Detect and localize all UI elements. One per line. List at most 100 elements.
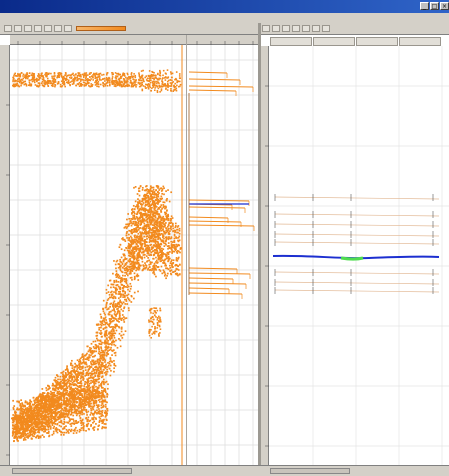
scatter-point	[18, 414, 21, 417]
scatter-point	[63, 400, 66, 403]
scatter-point	[32, 75, 34, 77]
scatter-point	[85, 381, 88, 384]
toolbar-button-zoom-out[interactable]	[14, 25, 22, 32]
scatter-point	[95, 399, 98, 402]
toolbar-button-step[interactable]	[282, 25, 290, 32]
scatter-point	[48, 425, 50, 428]
maximize-button[interactable]: □	[430, 2, 439, 10]
scatter-point	[111, 83, 114, 85]
scatter-point	[114, 85, 117, 88]
scatter-point	[56, 406, 59, 409]
scatter-point	[132, 75, 135, 78]
scatter-point	[93, 395, 96, 398]
scatter-point	[122, 74, 124, 76]
scatter-point	[163, 83, 165, 86]
scatter-point	[72, 78, 74, 81]
scatter-point	[35, 77, 38, 80]
scatter-point	[12, 432, 15, 434]
scatter-point	[68, 399, 71, 402]
toolbar-button-measure[interactable]	[54, 25, 62, 32]
toolbar-button-pointer[interactable]	[24, 25, 32, 32]
scatter-point	[106, 366, 109, 368]
scatter-point	[113, 300, 116, 303]
scatter-point	[118, 321, 120, 323]
scatter-point	[79, 399, 82, 402]
scatter-point	[111, 290, 113, 293]
scatter-point	[44, 410, 47, 412]
scatter-point	[68, 408, 71, 411]
scatter-point	[158, 77, 161, 80]
scatter-point	[117, 263, 120, 266]
scatter-point	[15, 435, 18, 438]
scatter-point	[20, 78, 23, 81]
scatter-point	[65, 374, 67, 377]
toolbar-button-pan[interactable]	[44, 25, 52, 32]
scatter-point	[93, 371, 96, 374]
scatter-point	[142, 265, 145, 267]
scatter-point	[169, 85, 171, 87]
scatter-point	[72, 399, 74, 402]
scatter-point	[137, 266, 140, 269]
scatter-point	[106, 392, 109, 395]
scatter-point	[74, 373, 77, 375]
scatter-point	[14, 428, 17, 431]
scatter-point	[24, 413, 27, 415]
scatter-point	[60, 80, 63, 83]
scatter-point	[139, 76, 142, 78]
toolbar-button-play[interactable]	[262, 25, 270, 32]
toolbar-button-zoom[interactable]	[312, 25, 320, 32]
scatter-point	[73, 81, 75, 84]
scatter-point	[19, 74, 22, 77]
scatter-point	[109, 321, 112, 324]
toolbar-button-loop[interactable]	[292, 25, 300, 32]
toolbar-button-export[interactable]	[322, 25, 330, 32]
scatter-point	[101, 358, 103, 360]
scatter-point	[45, 422, 47, 424]
scatter-point	[75, 375, 78, 378]
toolbar-button-grid[interactable]	[302, 25, 310, 32]
scatter-point	[97, 393, 99, 396]
scatter-point	[40, 428, 43, 430]
scatter-point	[53, 72, 56, 74]
scatter-point	[148, 209, 150, 212]
scatter-point	[21, 79, 24, 81]
toolbar-button-zoom-in[interactable]	[4, 25, 12, 32]
scatter-point	[57, 393, 60, 395]
scatter-point	[128, 76, 131, 79]
scatter-point	[74, 378, 77, 381]
scatter-point	[102, 368, 105, 371]
toolbar-button-select[interactable]	[34, 25, 42, 32]
color-range-bar[interactable]	[76, 26, 126, 31]
toolbar-button-marker[interactable]	[64, 25, 72, 32]
scatter-point	[64, 388, 67, 390]
scatter-point	[100, 315, 103, 318]
scatter-point	[63, 82, 66, 85]
right-toolbar	[260, 23, 449, 35]
toolbar-button-stop[interactable]	[272, 25, 280, 32]
scatter-point	[156, 82, 158, 85]
scatter-point	[80, 362, 83, 365]
close-button[interactable]: ×	[440, 2, 449, 10]
scatter-point	[103, 389, 105, 392]
scatter-point	[87, 393, 90, 396]
scatter-point	[119, 265, 121, 268]
scatter-point	[65, 81, 68, 84]
scatter-point	[89, 376, 92, 379]
scatter-point	[130, 285, 133, 288]
scatter-plot-panel[interactable]	[10, 45, 186, 465]
scatter-point	[77, 421, 80, 423]
scatter-point	[40, 395, 42, 397]
scatter-point	[16, 423, 19, 426]
scatter-point	[142, 218, 145, 221]
scatter-point	[111, 293, 114, 296]
scatter-point	[26, 423, 29, 425]
scatter-point	[65, 407, 68, 410]
scatter-point	[19, 436, 22, 439]
minimize-button[interactable]: _	[420, 2, 429, 10]
scatter-point	[36, 85, 38, 88]
scatter-point	[61, 407, 63, 410]
scatter-point	[68, 403, 70, 405]
scatter-point	[100, 404, 103, 407]
scatter-point	[57, 82, 60, 85]
scatter-point	[89, 76, 91, 78]
